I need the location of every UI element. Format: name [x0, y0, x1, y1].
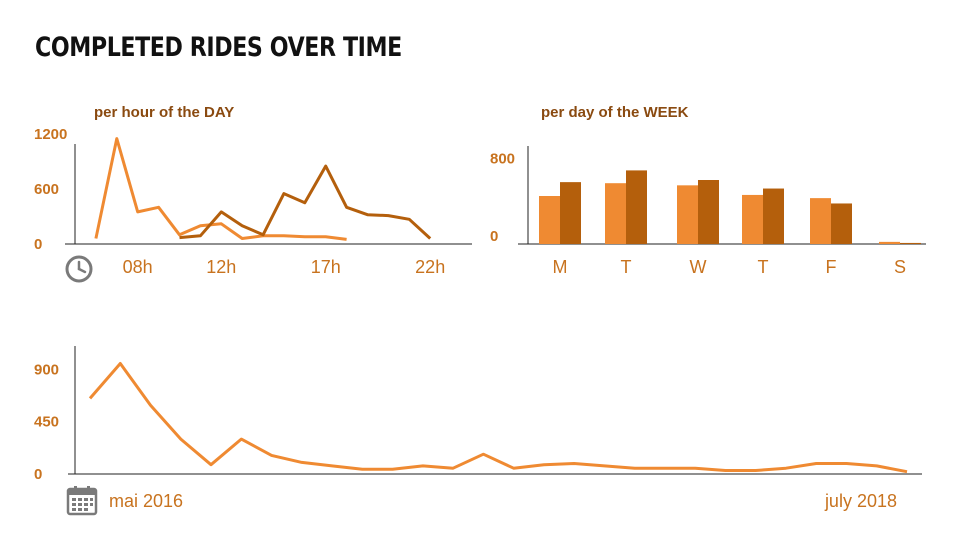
weekly-bar-W [677, 185, 698, 244]
weekly-bar-T [742, 194, 763, 244]
weekly-x-tick-label: F [826, 257, 837, 277]
weekly-bar-W [698, 180, 719, 244]
weekly-bar-M [560, 182, 581, 244]
hourly-y-tick-label: 600 [34, 181, 59, 198]
timeline-y-tick-label: 450 [34, 414, 59, 431]
weekly-bar-S [900, 242, 921, 244]
hourly-x-tick-label: 12h [206, 257, 236, 277]
timeline-start-label: mai 2016 [109, 491, 183, 511]
hourly-x-tick-label: 22h [415, 257, 445, 277]
hourly-x-tick-label: 17h [311, 257, 341, 277]
hourly-series-line-2 [179, 164, 432, 240]
weekly-x-tick-label: M [553, 257, 568, 277]
hourly-x-tick-label: 08h [123, 257, 153, 277]
weekly-x-tick-label: S [894, 257, 906, 277]
clock-icon [65, 255, 93, 283]
timeline-end-label: july 2018 [824, 491, 897, 511]
weekly-x-tick-label: T [758, 257, 769, 277]
weekly-chart-title: per day of the WEEK [541, 104, 689, 121]
hourly-y-tick-label: 0 [34, 236, 42, 253]
weekly-bar-F [810, 198, 831, 244]
hourly-chart-title: per hour of the DAY [94, 104, 235, 121]
weekly-bar-F [831, 203, 852, 244]
hourly-y-tick-label: 1200 [34, 126, 67, 143]
timeline-y-tick-label: 900 [34, 361, 59, 378]
weekly-bar-S [879, 241, 900, 244]
timeline-y-tick-label: 0 [34, 466, 42, 483]
weekly-y-tick-label: 800 [490, 151, 515, 168]
weekly-bar-T [605, 183, 626, 244]
timeline-series-line [88, 362, 908, 474]
weekly-y-tick-label: 0 [490, 228, 498, 245]
hourly-series-line-1 [94, 137, 347, 241]
weekly-bar-T [626, 170, 647, 244]
weekly-x-tick-label: W [690, 257, 707, 277]
page-title: COMPLETED RIDES OVER TIME [35, 32, 402, 63]
calendar-icon [66, 486, 98, 516]
weekly-x-tick-label: T [621, 257, 632, 277]
weekly-bar-T [763, 188, 784, 244]
weekly-bar-M [539, 196, 560, 244]
